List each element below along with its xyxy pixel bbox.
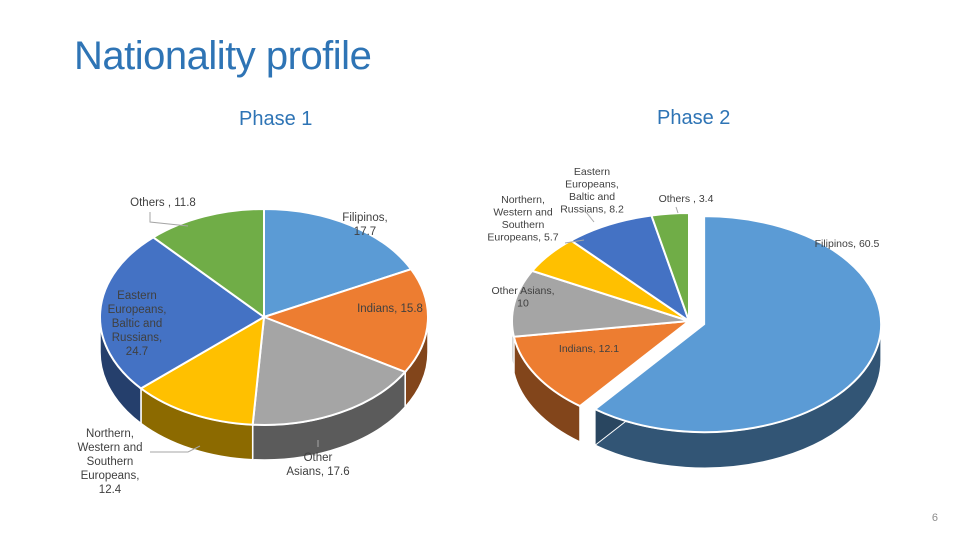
page-number: 6: [931, 512, 938, 524]
phase2-label-northern-western-and-southern-europeans: Northern, Western and Southern Europeans, 5…: [487, 194, 558, 244]
phase1-label-others: Others , 11.8: [130, 197, 196, 209]
phase1-slice-filipinos: [263, 207, 413, 319]
phase2-slice-others: [650, 211, 690, 322]
slide-title: Nationality profile: [74, 34, 372, 78]
phase2-label-indians: Indians, 12.1: [559, 343, 619, 355]
phase2-pie-tops: [511, 211, 883, 434]
phase2-label-other-asians: Other Asians, 10: [491, 285, 554, 310]
phase2-leader-others: [675, 206, 679, 214]
phase1-data-labels: Filipinos, 17.7 Indians, 15.8 Other Asians, …: [78, 197, 423, 496]
phase1-pie-chart: Filipinos, 17.7 Indians, 15.8 Other Asians, …: [78, 197, 429, 496]
phase1-label-northern-western-and-southern-europeans: Northern, Western and Southern Europeans, 12…: [78, 428, 143, 496]
phase1-label-eastern-europeans-baltic-and-russians: Eastern Europeans, Baltic and Russians, 24.7: [108, 290, 167, 358]
phase1-slice-other-asians: [251, 315, 407, 426]
phase1-chart-title: Phase 1: [239, 108, 313, 130]
phase1-leader-others: [149, 212, 189, 227]
phase1-label-other-asians: Other Asians, 17.6: [286, 452, 349, 478]
phase1-leader-lines: [149, 212, 319, 453]
phase1-leader-northern-western-and-southern-europeans: [150, 445, 201, 453]
phase2-slice-indians: [512, 319, 693, 408]
phase2-leader-lines: [564, 206, 679, 244]
phase2-slice-other-asians: [511, 269, 690, 338]
phase2-slice-eastern-europeans-baltic-and-russians: [569, 214, 691, 324]
phase1-slice-others: [151, 207, 265, 319]
phase2-label-filipinos: Filipinos, 60.5: [815, 238, 880, 250]
phase2-slice-filipinos: [593, 215, 883, 434]
phase1-slice-eastern-europeans-baltic-and-russians: [99, 236, 266, 390]
phase2-pie-chart: Filipinos, 60.5 Indians, 12.1 Other Asians…: [487, 166, 883, 469]
phase1-label-filipinos: Filipinos, 17.7: [342, 212, 387, 238]
phase2-chart-title: Phase 2: [657, 107, 731, 129]
phase1-slice-indians: [261, 268, 429, 374]
phase2-leader-eastern-europeans-baltic-and-russians: [585, 211, 595, 223]
phase2-label-eastern-europeans-baltic-and-russians: Eastern Europeans, Baltic and Russians, 8.2: [560, 166, 624, 216]
phase1-pie-tops: [99, 207, 429, 426]
phase1-label-indians: Indians, 15.8: [357, 303, 423, 315]
phase2-data-labels: Filipinos, 60.5 Indians, 12.1 Other Asians…: [487, 166, 879, 355]
phase2-leader-northern-western-and-southern-europeans: [564, 239, 585, 244]
phase1-slice-northern-western-and-southern-europeans: [139, 315, 266, 426]
phase2-label-others: Others , 3.4: [659, 193, 714, 205]
